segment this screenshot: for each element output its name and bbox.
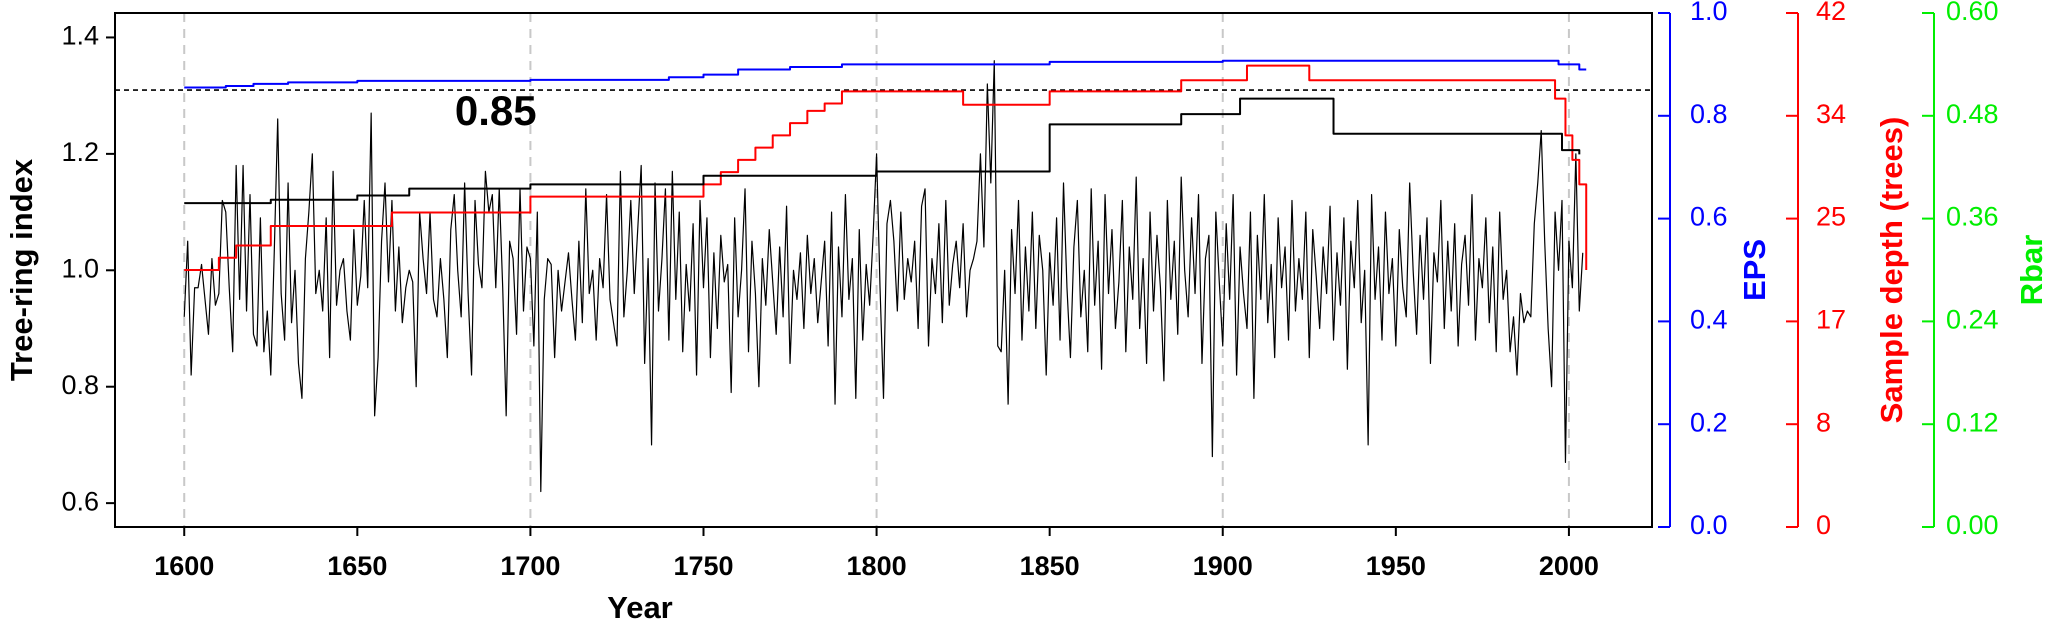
y3-tick-label: 0 [1816,510,1831,540]
y3-tick-label: 25 [1816,202,1846,232]
y4-tick-label: 0.00 [1946,510,1999,540]
x-tick-label: 1650 [327,551,387,581]
x-axis-title: Year [607,590,673,625]
y-tick-label: 1.2 [61,137,99,167]
threshold-label: 0.85 [455,87,537,134]
y4-tick-label: 0.24 [1946,305,1999,335]
x-tick-label: 1700 [500,551,560,581]
y4-tick-label: 0.36 [1946,202,1999,232]
series-line [184,64,1588,271]
y3-tick-label: 34 [1816,99,1846,129]
x-tick-label: 1800 [847,551,907,581]
y3-tick-label: 42 [1816,0,1846,26]
y-tick-label: 0.6 [61,486,99,516]
x-tick-label: 2000 [1539,551,1599,581]
y2-tick-label: 0.6 [1690,202,1728,232]
y3-tick-label: 8 [1816,407,1831,437]
y3-axis-title: Sample depth (trees) [1874,117,1909,424]
y4-tick-label: 0.48 [1946,99,1999,129]
x-tick-label: 1600 [154,551,214,581]
y3-tick-label: 17 [1816,305,1846,335]
series-line [183,60,1584,493]
y2-axis-title: EPS [1737,239,1772,301]
y2-tick-label: 0.4 [1690,305,1728,335]
series-line [184,97,1581,205]
y4-axis-title: Rbar [2014,235,2049,306]
x-tick-label: 1950 [1366,551,1426,581]
x-tick-label: 1850 [1020,551,1080,581]
series-line [184,59,1587,89]
y-axis-title: Tree-ring index [4,158,39,381]
y4-tick-label: 0.12 [1946,407,1999,437]
y-tick-label: 1.0 [61,253,99,283]
x-tick-label: 1750 [673,551,733,581]
y4-tick-label: 0.60 [1946,0,1999,26]
y2-tick-label: 0.0 [1690,510,1728,540]
y-tick-label: 1.4 [61,21,99,51]
y-tick-label: 0.8 [61,370,99,400]
y2-tick-label: 0.8 [1690,99,1728,129]
x-tick-label: 1900 [1193,551,1253,581]
y2-tick-label: 1.0 [1690,0,1728,26]
y2-tick-label: 0.2 [1690,407,1728,437]
